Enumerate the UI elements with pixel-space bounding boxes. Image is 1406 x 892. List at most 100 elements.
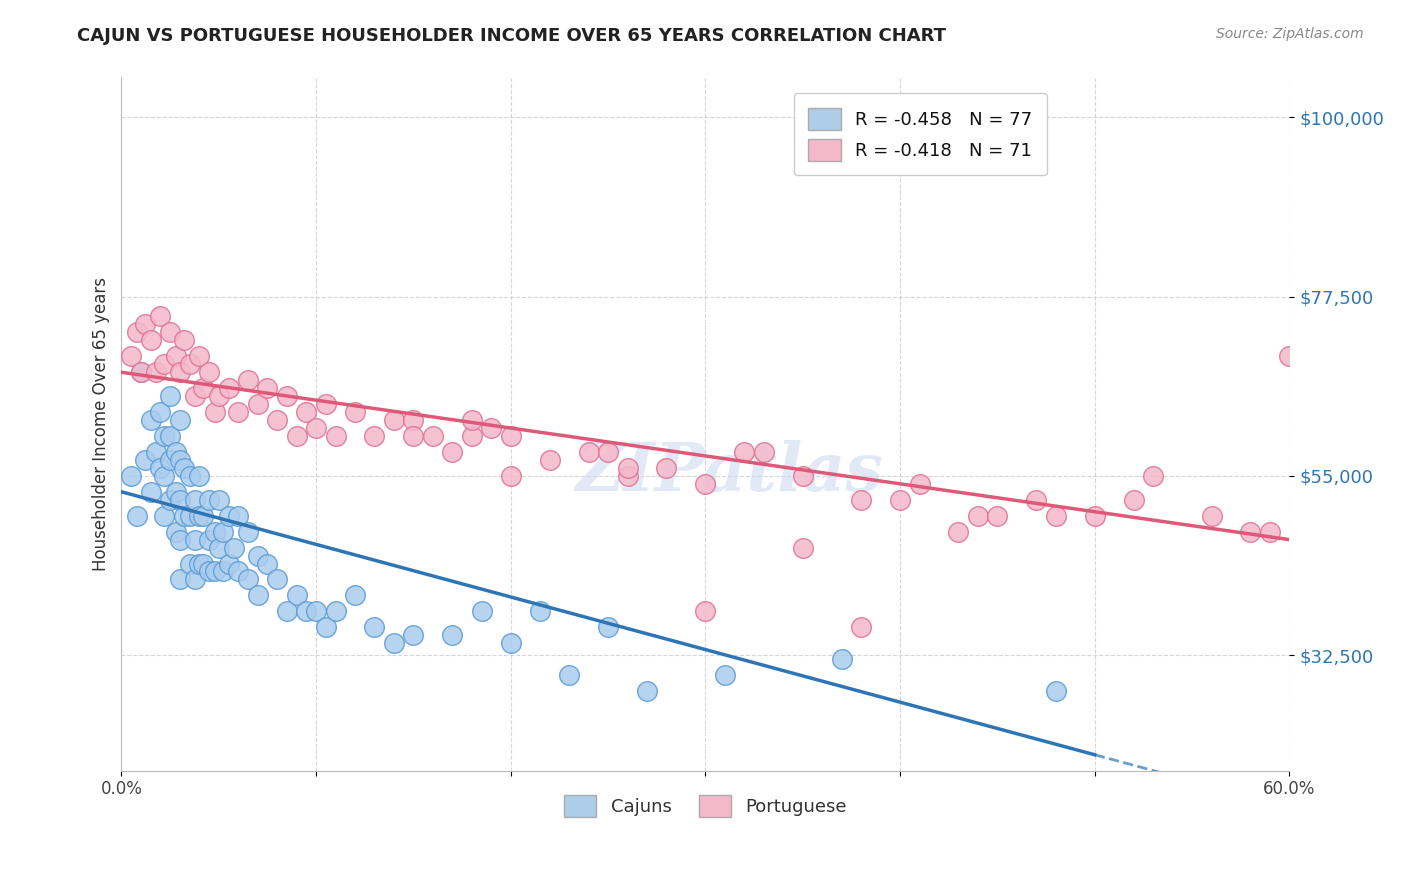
Point: [1045, 508, 1067, 523]
Point: [179, 357, 201, 371]
Point: [325, 604, 347, 618]
Point: [159, 326, 181, 340]
Y-axis label: Householder Income Over 65 years: Householder Income Over 65 years: [93, 277, 110, 571]
Point: [145, 445, 167, 459]
Point: [295, 604, 318, 618]
Point: [165, 524, 187, 539]
Text: ZIPatlas: ZIPatlas: [575, 440, 883, 505]
Point: [695, 476, 717, 491]
Point: [479, 421, 502, 435]
Point: [402, 413, 425, 427]
Point: [226, 405, 249, 419]
Point: [149, 310, 172, 324]
Point: [188, 508, 211, 523]
Point: [153, 429, 176, 443]
Point: [441, 628, 464, 642]
Point: [134, 318, 156, 332]
Point: [382, 413, 405, 427]
Point: [159, 389, 181, 403]
Point: [967, 508, 990, 523]
Point: [1278, 349, 1301, 363]
Point: [211, 524, 233, 539]
Point: [849, 492, 872, 507]
Point: [986, 508, 1008, 523]
Point: [402, 429, 425, 443]
Point: [211, 565, 233, 579]
Point: [558, 668, 581, 682]
Point: [159, 453, 181, 467]
Point: [134, 453, 156, 467]
Point: [596, 620, 619, 634]
Point: [218, 381, 240, 395]
Point: [188, 468, 211, 483]
Point: [733, 445, 755, 459]
Point: [169, 573, 191, 587]
Point: [149, 405, 172, 419]
Point: [849, 620, 872, 634]
Point: [153, 357, 176, 371]
Point: [179, 508, 201, 523]
Point: [188, 349, 211, 363]
Point: [596, 445, 619, 459]
Point: [129, 365, 152, 379]
Point: [139, 484, 162, 499]
Point: [1239, 524, 1261, 539]
Point: [792, 468, 814, 483]
Point: [208, 541, 231, 555]
Point: [1258, 524, 1281, 539]
Point: [198, 492, 221, 507]
Point: [226, 565, 249, 579]
Text: CAJUN VS PORTUGUESE HOUSEHOLDER INCOME OVER 65 YEARS CORRELATION CHART: CAJUN VS PORTUGUESE HOUSEHOLDER INCOME O…: [77, 27, 946, 45]
Point: [1025, 492, 1047, 507]
Point: [165, 349, 187, 363]
Point: [752, 445, 775, 459]
Point: [325, 429, 347, 443]
Text: Source: ZipAtlas.com: Source: ZipAtlas.com: [1216, 27, 1364, 41]
Point: [315, 620, 337, 634]
Point: [402, 628, 425, 642]
Point: [1122, 492, 1144, 507]
Point: [198, 365, 221, 379]
Point: [908, 476, 931, 491]
Point: [714, 668, 737, 682]
Point: [208, 492, 231, 507]
Point: [363, 620, 385, 634]
Point: [256, 557, 278, 571]
Point: [125, 508, 148, 523]
Point: [224, 541, 246, 555]
Point: [139, 334, 162, 348]
Point: [266, 413, 288, 427]
Point: [499, 636, 522, 650]
Point: [153, 508, 176, 523]
Point: [616, 468, 638, 483]
Point: [276, 389, 298, 403]
Point: [120, 349, 142, 363]
Point: [125, 326, 148, 340]
Point: [129, 365, 152, 379]
Point: [169, 365, 191, 379]
Point: [159, 429, 181, 443]
Point: [1142, 468, 1164, 483]
Point: [169, 453, 191, 467]
Point: [655, 461, 678, 475]
Point: [470, 604, 492, 618]
Point: [184, 492, 207, 507]
Point: [169, 492, 191, 507]
Point: [305, 604, 328, 618]
Point: [139, 413, 162, 427]
Point: [198, 533, 221, 547]
Point: [149, 461, 172, 475]
Point: [422, 429, 444, 443]
Point: [159, 492, 181, 507]
Point: [295, 405, 318, 419]
Point: [193, 381, 215, 395]
Point: [792, 541, 814, 555]
Point: [165, 445, 187, 459]
Point: [120, 468, 142, 483]
Point: [193, 557, 215, 571]
Point: [198, 565, 221, 579]
Point: [173, 334, 195, 348]
Point: [184, 573, 207, 587]
Point: [179, 468, 201, 483]
Point: [441, 445, 464, 459]
